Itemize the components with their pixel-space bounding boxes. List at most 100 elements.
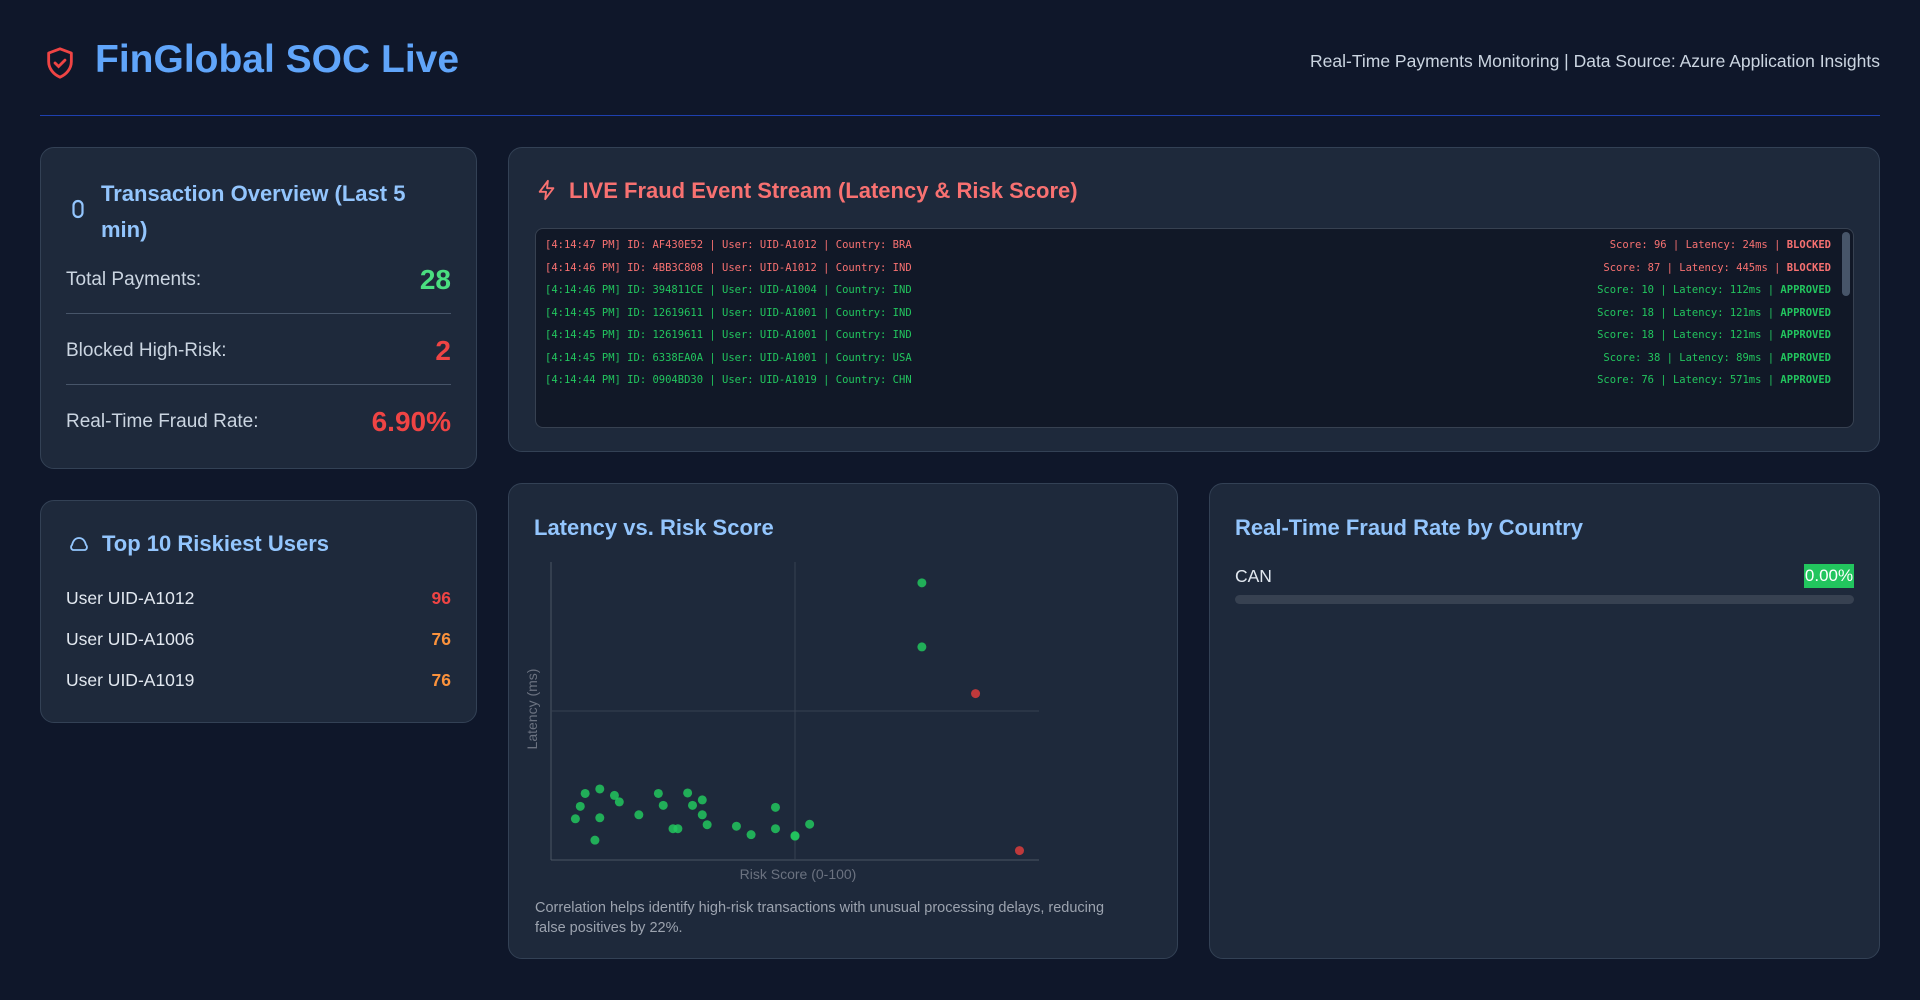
user-score: 96 [431, 588, 451, 608]
x-axis-label: Risk Score (0-100) [740, 866, 857, 882]
event-details: [4:14:46 PM] ID: 4BB3C808 | User: UID-A1… [545, 261, 912, 274]
event-status: APPROVED [1780, 306, 1831, 319]
data-point-approved[interactable] [770, 824, 780, 834]
data-point-approved[interactable] [614, 797, 624, 807]
app-subtitle: Real-Time Payments Monitoring | Data Sou… [1310, 51, 1880, 71]
risky-user-row[interactable]: User UID-A1019 76 [66, 670, 451, 691]
riskiest-users-card: Top 10 Riskiest Users User UID-A1012 96 U… [40, 500, 477, 723]
risky-user-row[interactable]: User UID-A1012 96 [66, 588, 451, 609]
risky-user-row[interactable]: User UID-A1006 76 [66, 629, 451, 650]
event-score-latency: Score: 76 | Latency: 571ms | [1597, 374, 1781, 386]
country-rate-badge: 0.00% [1804, 564, 1854, 588]
event-status: APPROVED [1780, 374, 1831, 386]
scrollbar[interactable] [1842, 232, 1850, 296]
data-point-approved[interactable] [570, 814, 580, 824]
divider [66, 313, 451, 314]
divider [66, 384, 451, 385]
event-metrics: Score: 76 | Latency: 571ms | APPROVED [1597, 374, 1831, 386]
country-rate-bar [1235, 595, 1854, 604]
data-point-approved[interactable] [683, 788, 693, 798]
event-score-latency: Score: 38 | Latency: 89ms | [1603, 351, 1781, 364]
event-metrics: Score: 18 | Latency: 121ms | APPROVED [1597, 307, 1831, 319]
stat-fraud-rate: Real-Time Fraud Rate: 6.90% [66, 406, 451, 438]
stat-label: Blocked High-Risk: [66, 340, 227, 361]
data-point-approved[interactable] [697, 795, 707, 805]
latency-risk-card: Latency vs. Risk Score Latency (ms) Risk… [508, 483, 1178, 959]
event-details: [4:14:44 PM] ID: 0904BD30 | User: UID-A1… [545, 374, 912, 386]
event-status: BLOCKED [1786, 261, 1831, 274]
event-metrics: Score: 96 | Latency: 24ms | BLOCKED [1610, 239, 1831, 251]
country-title: Real-Time Fraud Rate by Country [1235, 515, 1583, 540]
data-point-approved[interactable] [595, 813, 605, 823]
user-score: 76 [431, 629, 451, 649]
event-details: [4:14:46 PM] ID: 394811CE | User: UID-A1… [545, 284, 912, 296]
stopwatch-icon [72, 199, 84, 219]
event-status: APPROVED [1780, 329, 1831, 341]
user-score: 76 [431, 670, 451, 690]
data-point-approved[interactable] [770, 802, 780, 812]
data-point-approved[interactable] [673, 824, 683, 834]
data-point-approved[interactable] [653, 788, 663, 798]
fraud-by-country-card: Real-Time Fraud Rate by Country CAN 0.00… [1209, 483, 1880, 959]
event-row: [4:14:45 PM] ID: 6338EA0A | User: UID-A1… [545, 352, 1831, 364]
event-details: [4:14:45 PM] ID: 12619611 | User: UID-A1… [545, 306, 912, 319]
data-point-approved[interactable] [590, 835, 600, 845]
event-row: [4:14:46 PM] ID: 394811CE | User: UID-A1… [545, 284, 1831, 296]
data-point-approved[interactable] [575, 801, 585, 811]
user-name: User UID-A1019 [66, 670, 195, 690]
event-score-latency: Score: 18 | Latency: 121ms | [1597, 306, 1781, 319]
event-metrics: Score: 18 | Latency: 121ms | APPROVED [1597, 329, 1831, 341]
data-point-approved[interactable] [609, 790, 619, 800]
event-log[interactable]: [4:14:47 PM] ID: AF430E52 | User: UID-A1… [535, 228, 1854, 428]
data-point-blocked[interactable] [971, 689, 981, 699]
shield-check-icon [47, 47, 73, 79]
stat-total-payments: Total Payments: 28 [66, 264, 451, 296]
data-point-approved[interactable] [580, 788, 590, 798]
data-point-approved[interactable] [697, 810, 707, 820]
data-point-approved[interactable] [805, 819, 815, 829]
stream-title: LIVE Fraud Event Stream (Latency & Risk … [569, 178, 1078, 203]
data-point-approved[interactable] [917, 642, 927, 652]
data-point-approved[interactable] [746, 830, 756, 840]
event-status: APPROVED [1780, 284, 1831, 296]
overview-title: Transaction Overview (Last 5 min) [101, 181, 406, 242]
event-row: [4:14:45 PM] ID: 12619611 | User: UID-A1… [545, 329, 1831, 341]
user-icon [70, 537, 88, 551]
data-point-approved[interactable] [917, 578, 927, 588]
data-point-approved[interactable] [688, 800, 698, 810]
user-name: User UID-A1012 [66, 588, 195, 608]
data-point-blocked[interactable] [1014, 846, 1024, 856]
header-divider [40, 115, 1880, 116]
event-score-latency: Score: 10 | Latency: 112ms | [1597, 284, 1781, 296]
riskiest-title: Top 10 Riskiest Users [102, 531, 330, 556]
chart-caption: Correlation helps identify high-risk tra… [535, 900, 1105, 936]
data-point-approved[interactable] [790, 831, 800, 841]
event-status: BLOCKED [1786, 239, 1831, 251]
data-point-approved[interactable] [634, 810, 644, 820]
stat-value: 2 [435, 335, 451, 366]
app-title: FinGlobal SOC Live [95, 38, 460, 81]
event-row: [4:14:46 PM] ID: 4BB3C808 | User: UID-A1… [545, 262, 1831, 274]
event-details: [4:14:45 PM] ID: 6338EA0A | User: UID-A1… [545, 351, 912, 364]
event-metrics: Score: 87 | Latency: 445ms | BLOCKED [1603, 262, 1831, 274]
country-code: CAN [1235, 566, 1272, 586]
stat-value: 6.90% [371, 406, 451, 437]
data-point-approved[interactable] [731, 821, 741, 831]
stat-label: Real-Time Fraud Rate: [66, 411, 259, 432]
stat-blocked-high-risk: Blocked High-Risk: 2 [66, 335, 451, 367]
transaction-overview-card: Transaction Overview (Last 5 min) Total … [40, 147, 477, 469]
event-metrics: Score: 10 | Latency: 112ms | APPROVED [1597, 284, 1831, 296]
data-point-approved[interactable] [702, 820, 712, 830]
stat-value: 28 [419, 264, 451, 295]
event-score-latency: Score: 87 | Latency: 445ms | [1603, 261, 1787, 274]
event-row: [4:14:45 PM] ID: 12619611 | User: UID-A1… [545, 307, 1831, 319]
data-point-approved[interactable] [595, 784, 605, 794]
lightning-icon [538, 179, 555, 201]
data-point-approved[interactable] [658, 800, 668, 810]
stat-label: Total Payments: [66, 269, 202, 290]
event-details: [4:14:47 PM] ID: AF430E52 | User: UID-A1… [545, 239, 912, 251]
event-status: APPROVED [1780, 351, 1831, 364]
y-axis-label: Latency (ms) [524, 669, 540, 750]
event-score-latency: Score: 18 | Latency: 121ms | [1597, 329, 1781, 341]
user-name: User UID-A1006 [66, 629, 195, 649]
